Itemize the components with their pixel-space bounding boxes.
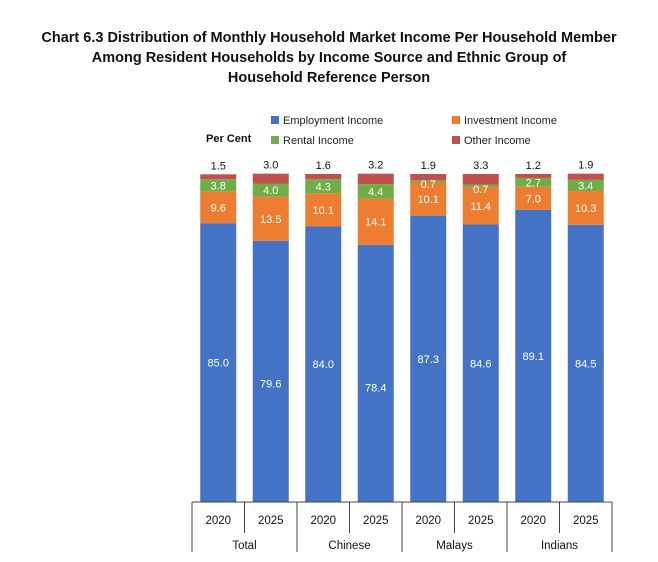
- bar-segment-rental: [252, 183, 289, 197]
- chart-title-line-2: Among Resident Households by Income Sour…: [91, 50, 567, 66]
- bar-segment-employment: [462, 224, 499, 502]
- data-label-other: 3.0: [263, 160, 278, 172]
- legend-swatch-rental: [271, 136, 279, 144]
- chart-title-line-1: Chart 6.3 Distribution of Monthly Househ…: [41, 30, 617, 46]
- bar-segment-investment: [252, 196, 289, 241]
- bar-segment-rental: [515, 177, 552, 187]
- bar-labels-layer: 85.0 9.6 3.8 1.5 79.6 13.5 4.0 3.0 84.0 10.1 4.3 1.…: [208, 160, 597, 395]
- legend-label-investment: Investment Income: [464, 115, 557, 127]
- legend-label-other: Other Income: [464, 135, 531, 147]
- data-label-investment: 10.1: [313, 205, 334, 217]
- data-label-rental: 3.8: [211, 180, 226, 192]
- bar-segment-rental: [200, 179, 237, 192]
- legend: Employment Income Investment Income Rental…: [271, 115, 557, 147]
- data-label-rental: 0.7: [473, 184, 488, 196]
- data-label-investment: 14.1: [365, 217, 386, 229]
- chart-title-line-3: Household Reference Person: [227, 70, 431, 86]
- category-axis: 2020 2025 2020 2025 2020 2025 2020 2025 Total Chi…: [191, 501, 613, 552]
- bar-segment-other: [305, 174, 342, 180]
- bar-segment-other: [200, 174, 237, 180]
- data-label-other: 1.6: [316, 160, 331, 172]
- data-label-investment: 10.1: [418, 194, 439, 206]
- data-label-other: 1.5: [211, 160, 226, 172]
- data-label-employment: 87.3: [418, 354, 439, 366]
- legend-label-rental: Rental Income: [283, 135, 354, 147]
- bar-segment-other: [252, 173, 289, 184]
- bar-segment-investment: [305, 193, 342, 227]
- x-tick-label: 2025: [363, 515, 389, 527]
- x-tick-label: 2020: [520, 515, 546, 527]
- data-label-employment: 84.5: [575, 358, 596, 370]
- bar-segment-investment: [357, 198, 394, 245]
- bar-segment-employment: [200, 223, 237, 502]
- x-group-label: Indians: [541, 540, 578, 552]
- legend-swatch-investment: [452, 116, 460, 124]
- bar-segment-employment: [252, 240, 289, 503]
- bar-segment-rental: [410, 180, 447, 183]
- bar-segment-employment: [410, 215, 447, 502]
- legend-swatch-other: [452, 136, 460, 144]
- bar-segment-investment: [200, 191, 237, 224]
- legend-label-employment: Employment Income: [283, 115, 383, 127]
- x-group-label: Total: [232, 540, 256, 552]
- bar-segment-rental: [305, 179, 342, 194]
- bar-segment-investment: [462, 187, 499, 225]
- bar-segment-employment: [357, 244, 394, 502]
- data-label-employment: 89.1: [523, 351, 544, 363]
- bar-segment-other: [357, 173, 394, 185]
- bars-layer: [200, 173, 604, 503]
- bar-segment-other: [410, 174, 447, 181]
- data-label-other: 3.2: [368, 160, 383, 172]
- bar-segment-rental: [357, 184, 394, 199]
- x-tick-label: 2020: [205, 515, 231, 527]
- x-tick-label: 2020: [415, 515, 441, 527]
- data-label-employment: 84.6: [470, 358, 491, 370]
- x-tick-label: 2025: [468, 515, 494, 527]
- x-tick-label: 2025: [258, 515, 284, 527]
- data-label-rental: 4.3: [316, 181, 331, 193]
- bar-segment-rental: [567, 179, 604, 192]
- data-label-employment: 79.6: [260, 378, 281, 390]
- data-label-rental: 4.4: [368, 186, 383, 198]
- bar-segment-employment: [567, 224, 604, 502]
- data-label-other: 1.2: [526, 160, 541, 172]
- data-label-investment: 10.3: [575, 203, 596, 215]
- data-label-rental: 3.4: [578, 180, 593, 192]
- data-label-other: 3.3: [473, 160, 488, 172]
- data-label-investment: 13.5: [260, 214, 281, 226]
- data-label-other: 1.9: [578, 160, 593, 172]
- x-group-label: Chinese: [328, 540, 370, 552]
- bar-segment-rental: [462, 184, 499, 188]
- data-label-employment: 84.0: [313, 359, 334, 371]
- bar-segment-investment: [567, 191, 604, 225]
- data-label-investment: 11.4: [470, 201, 491, 213]
- data-label-investment: 7.0: [526, 193, 541, 205]
- bar-segment-investment: [515, 186, 552, 210]
- y-axis-label: Per Cent: [206, 133, 252, 145]
- x-tick-label: 2020: [310, 515, 336, 527]
- x-group-label: Malays: [436, 540, 473, 552]
- bar-segment-other: [515, 174, 552, 178]
- data-label-investment: 9.6: [211, 202, 226, 214]
- bar-segment-employment: [515, 209, 552, 502]
- data-label-other: 1.9: [421, 160, 436, 172]
- bar-segment-other: [462, 174, 499, 185]
- bar-segment-investment: [410, 182, 447, 216]
- data-label-employment: 85.0: [208, 358, 229, 370]
- data-label-rental: 4.0: [263, 185, 278, 197]
- legend-swatch-employment: [271, 116, 279, 124]
- data-label-rental: 2.7: [526, 177, 541, 189]
- bar-segment-other: [567, 173, 604, 180]
- bar-segment-employment: [305, 226, 342, 503]
- data-label-employment: 78.4: [365, 382, 386, 394]
- data-label-rental: 0.7: [421, 179, 436, 191]
- x-tick-label: 2025: [573, 515, 599, 527]
